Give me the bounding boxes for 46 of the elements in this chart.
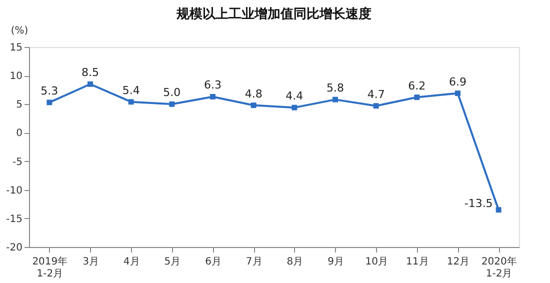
x-tick-label: 3月 <box>82 256 99 268</box>
point <box>373 103 379 109</box>
x-tick-label: 11月 <box>406 256 429 268</box>
point <box>332 96 338 102</box>
text: 6.9 <box>449 75 466 88</box>
text: 6.3 <box>204 78 222 92</box>
text: -13.5 <box>464 196 493 210</box>
x-tick-label: 6月 <box>205 256 222 268</box>
y-tick-label: 10 <box>10 71 22 82</box>
y-tick-label: -5 <box>12 156 22 168</box>
y-tick-label: 0 <box>16 128 22 140</box>
point <box>169 101 175 107</box>
y-tick-label: -10 <box>6 185 22 196</box>
y-tick-label: 5 <box>16 100 22 111</box>
x-tick-label: 2020年 1-2月 <box>481 256 517 280</box>
point <box>210 94 216 100</box>
y-tick-label: -15 <box>6 214 22 225</box>
text: 5.3 <box>40 84 58 98</box>
point <box>292 104 298 110</box>
point <box>46 100 52 106</box>
text: 4.4 <box>286 90 304 103</box>
x-tick-label: 4月 <box>123 256 140 268</box>
text: 4.8 <box>244 87 262 100</box>
x-tick-label: 10月 <box>365 256 388 268</box>
x-tick-label: 12月 <box>446 256 470 268</box>
point <box>128 99 134 105</box>
y-axis-title: (%) <box>10 26 28 36</box>
text: 6.2 <box>408 79 426 92</box>
point <box>250 102 256 108</box>
point <box>496 207 502 213</box>
x-tick-label: 9月 <box>328 256 344 268</box>
point <box>455 90 460 96</box>
y-tick-label: -20 <box>6 242 22 254</box>
text: 8.5 <box>82 66 99 80</box>
x-tick-label: 2019年 1-2月 <box>32 256 68 280</box>
point <box>88 81 93 87</box>
x-tick-label: 8月 <box>286 256 304 268</box>
text: 4.7 <box>367 88 385 101</box>
text: 5.0 <box>163 86 181 100</box>
text: 5.4 <box>122 84 140 97</box>
text: 5.8 <box>326 82 344 95</box>
y-tick-label: 15 <box>10 42 22 54</box>
x-tick-label: 7月 <box>246 256 262 268</box>
point <box>414 94 420 100</box>
chart-title: 规模以上工业增加值同比增长速度 <box>176 6 372 22</box>
x-tick-label: 5月 <box>164 256 181 268</box>
